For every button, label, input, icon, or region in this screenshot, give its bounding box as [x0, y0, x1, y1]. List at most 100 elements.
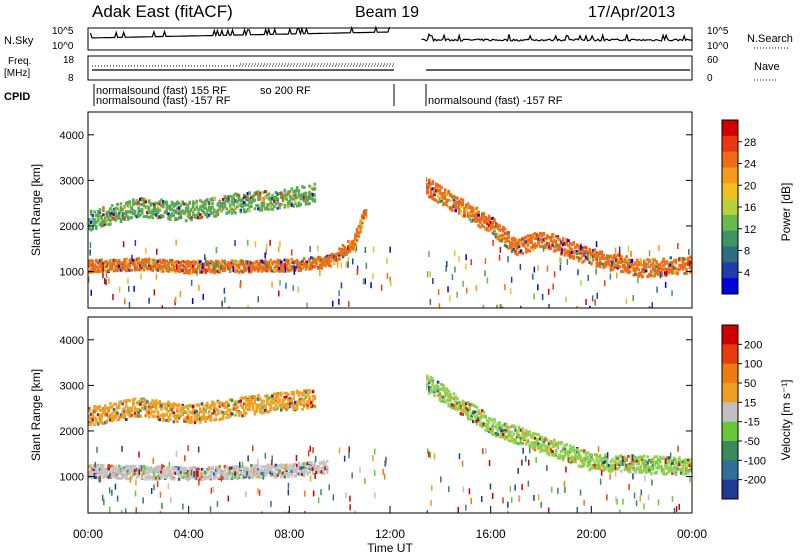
range-gate-cell: [466, 214, 470, 218]
range-gate-cell: [191, 205, 195, 209]
range-gate-cell: [126, 263, 130, 267]
range-gate-cell: [433, 187, 436, 191]
range-gate-cell: [274, 260, 278, 264]
range-gate-cell: [280, 192, 283, 196]
range-gate-cell: [225, 211, 228, 215]
range-gate-cell: [324, 462, 327, 466]
range-gate-cell: [301, 470, 304, 473]
range-gate-cell: [202, 211, 206, 215]
range-gate-cell: [491, 226, 494, 230]
range-gate-cell: [144, 265, 147, 269]
range-gate-cell: [299, 266, 302, 270]
range-gate-cell: [308, 260, 311, 263]
range-gate-cell: [660, 260, 664, 264]
range-gate-cell: [290, 261, 294, 264]
range-gate-cell: [648, 265, 651, 269]
range-gate-cell: [140, 203, 144, 206]
range-gate-cell: [144, 474, 147, 478]
range-gate-cell: [310, 196, 313, 200]
range-gate-cell: [195, 403, 199, 407]
range-gate-cell: [243, 269, 246, 273]
range-gate-cell: [635, 262, 639, 266]
range-gate-cell: [512, 236, 516, 240]
range-gate-cell: [590, 262, 593, 266]
range-gate-cell: [121, 409, 125, 413]
range-gate-cell: [169, 268, 172, 272]
range-gate-cell: [103, 222, 107, 226]
range-gate-cell: [655, 260, 658, 264]
range-gate-cell: [223, 204, 227, 208]
range-gate-cell: [207, 474, 211, 478]
range-gate-cell: [295, 262, 299, 266]
range-gate-cell: [463, 214, 466, 218]
range-gate-cell: [162, 258, 165, 262]
range-gate-cell: [253, 265, 257, 269]
range-gate-cell: [126, 472, 130, 476]
range-gate-cell: [637, 274, 641, 278]
range-gate-cell: [195, 199, 199, 203]
range-gate-cell: [156, 410, 160, 414]
range-gate-cell: [184, 474, 188, 478]
range-gate-cell: [232, 407, 236, 411]
range-gate-cell: [549, 246, 553, 250]
scatter-cell: [266, 243, 268, 250]
range-gate-cell: [558, 238, 561, 242]
range-gate-cell: [107, 262, 110, 265]
range-gate-cell: [135, 471, 139, 475]
range-gate-cell: [163, 475, 167, 479]
range-gate-cell: [262, 260, 265, 264]
range-gate-cell: [523, 237, 526, 241]
range-gate-cell: [681, 257, 685, 260]
range-gate-cell: [454, 396, 457, 400]
range-gate-cell: [93, 269, 96, 273]
range-gate-cell: [174, 260, 177, 264]
scatter-cell: [112, 294, 114, 300]
range-gate-cell: [431, 381, 435, 385]
scatter-cell: [347, 261, 349, 268]
range-gate-cell: [153, 414, 156, 418]
range-gate-cell: [139, 464, 142, 468]
range-gate-cell: [470, 403, 473, 407]
range-gate-cell: [128, 200, 132, 204]
scatter-cell: [276, 261, 278, 267]
range-gate-cell: [167, 409, 170, 413]
range-gate-cell: [544, 237, 547, 241]
range-gate-cell: [440, 394, 443, 398]
range-gate-cell: [487, 417, 491, 421]
range-gate-cell: [137, 402, 140, 406]
range-gate-cell: [280, 405, 283, 409]
range-gate-cell: [336, 253, 339, 257]
range-gate-cell: [169, 472, 172, 476]
range-gate-cell: [190, 271, 193, 275]
range-gate-cell: [264, 264, 267, 268]
range-gate-cell: [144, 399, 147, 403]
range-gate-cell: [297, 391, 301, 395]
range-gate-cell: [479, 218, 482, 222]
scatter-cell: [205, 268, 207, 275]
range-gate-cell: [241, 260, 244, 264]
range-gate-cell: [278, 266, 281, 270]
range-gate-cell: [213, 474, 216, 478]
scatter-cell: [109, 258, 111, 265]
range-gate-cell: [581, 246, 584, 250]
range-gate-cell: [123, 399, 126, 403]
range-gate-cell: [96, 405, 100, 409]
range-gate-cell: [207, 268, 211, 271]
range-gate-cell: [241, 414, 244, 418]
range-gate-cell: [253, 467, 257, 471]
range-gate-cell: [551, 441, 554, 445]
range-gate-cell: [507, 430, 510, 434]
range-gate-cell: [466, 413, 470, 417]
range-gate-cell: [553, 234, 556, 237]
range-gate-cell: [98, 419, 102, 423]
scatter-cell: [285, 282, 287, 289]
range-gate-cell: [228, 414, 232, 418]
range-gate-cell: [230, 195, 234, 199]
range-gate-cell: [359, 230, 362, 234]
range-gate-cell: [154, 213, 158, 217]
range-gate-cell: [88, 219, 91, 223]
range-gate-cell: [128, 399, 132, 403]
range-gate-cell: [662, 263, 665, 267]
range-gate-cell: [165, 200, 169, 204]
scatter-cell: [552, 283, 554, 290]
